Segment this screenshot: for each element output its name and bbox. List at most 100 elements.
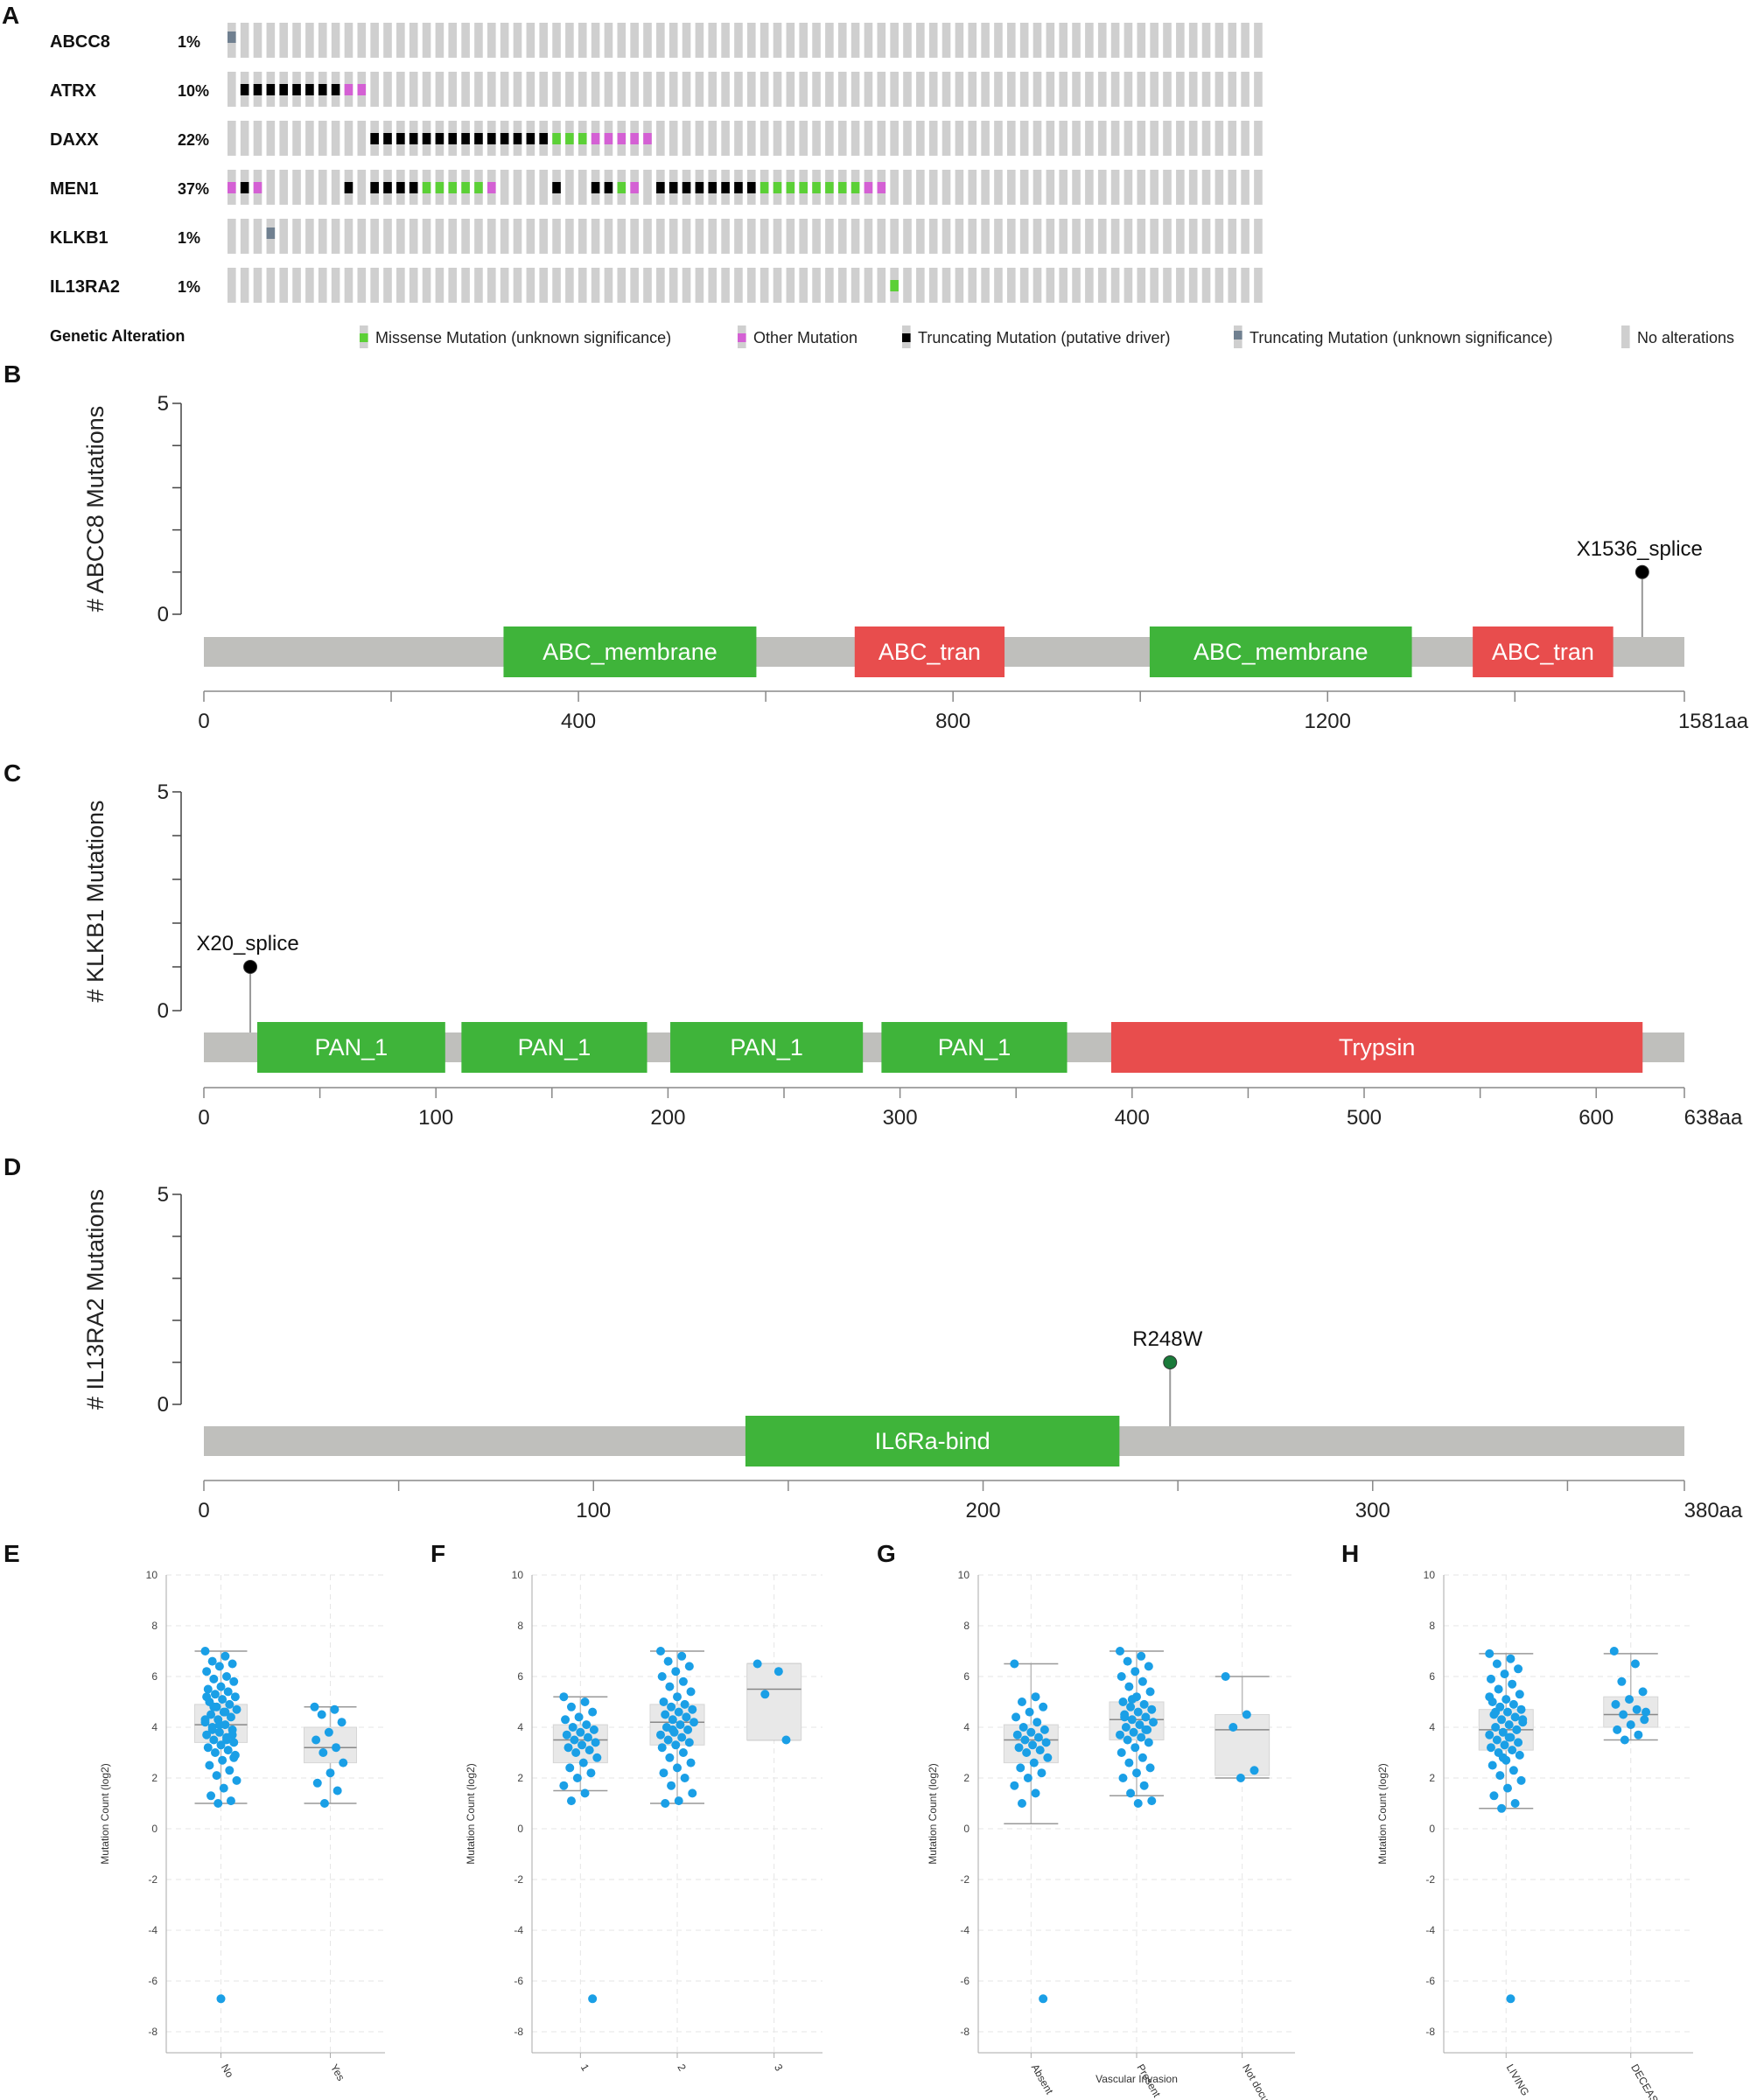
oncoprint-cell [942, 268, 951, 303]
oncoprint-cell [812, 268, 821, 303]
oncoprint-cell [1163, 170, 1172, 205]
oncoprint-cell [318, 219, 327, 254]
alteration-mark-other [487, 182, 496, 193]
oncoprint-cell [552, 268, 561, 303]
oncoprint-cell [331, 23, 340, 58]
alteration-mark-trunc_unknown [266, 228, 276, 239]
oncoprint-cell [1163, 72, 1172, 107]
oncoprint-cell [877, 23, 886, 58]
data-point [339, 1758, 348, 1768]
alteration-mark-missense [760, 182, 769, 193]
data-point [216, 1994, 226, 2004]
alteration-mark-trunc_driver [383, 133, 392, 144]
oncoprint-cell [630, 268, 639, 303]
data-point [318, 1748, 328, 1757]
y-tick-label: -4 [148, 1924, 158, 1936]
data-point [1145, 1687, 1155, 1697]
oncoprint-cell [1188, 23, 1198, 58]
y-tick-label: 6 [151, 1670, 158, 1683]
oncoprint-cell [578, 170, 587, 205]
data-point [688, 1704, 697, 1714]
data-point [230, 1692, 240, 1702]
data-point [312, 1735, 321, 1745]
data-point [210, 1690, 220, 1699]
alteration-mark-other [228, 182, 236, 193]
y-axis-label: # IL13RA2 Mutations [82, 1189, 108, 1410]
data-point [1118, 1698, 1128, 1706]
x-tick-label: 500 [1347, 1106, 1382, 1130]
oncoprint-cell [1046, 23, 1055, 58]
legend-swatch-missense [360, 333, 368, 342]
oncoprint-cell [1072, 23, 1081, 58]
oncoprint-cell [877, 121, 886, 156]
oncoprint-cell [1228, 268, 1237, 303]
oncoprint-cell [682, 72, 691, 107]
alteration-mark-trunc_driver [682, 182, 691, 193]
oncoprint-cell [955, 23, 964, 58]
oncoprint-cell [1019, 23, 1029, 58]
data-point [1508, 1699, 1518, 1709]
oncoprint-cell [253, 219, 262, 254]
oncoprint-cell [539, 268, 548, 303]
oncoprint-cell [552, 72, 561, 107]
oncoprint-cell [1046, 72, 1055, 107]
oncoprint-cell [448, 268, 458, 303]
oncoprint-cell [747, 121, 756, 156]
data-point [1500, 1670, 1509, 1679]
oncoprint-cell [1176, 170, 1185, 205]
oncoprint-cell [474, 72, 483, 107]
oncoprint-cell [695, 121, 704, 156]
data-point [686, 1758, 696, 1768]
data-point [1491, 1723, 1501, 1732]
y-tick-label: 8 [963, 1620, 970, 1632]
data-point [330, 1704, 340, 1714]
domain-trypsin [1110, 1022, 1643, 1073]
data-point [218, 1695, 228, 1704]
gene-pct-il13ra2: 1% [178, 278, 200, 296]
data-point [226, 1796, 235, 1806]
oncoprint-cell [500, 268, 509, 303]
data-point [584, 1746, 594, 1755]
oncoprint-cell [500, 23, 509, 58]
oncoprint-cell [1072, 121, 1081, 156]
legend-label-none: No alterations [1637, 329, 1734, 346]
oncoprint-cell [435, 23, 444, 58]
oncoprint-cell [344, 219, 354, 254]
oncoprint-cell [1046, 219, 1055, 254]
oncoprint-cell [877, 268, 886, 303]
data-point [1010, 1659, 1019, 1669]
oncoprint-cell [396, 219, 405, 254]
x-category-label: Absent [1029, 2062, 1056, 2097]
oncoprint-cell [994, 268, 1003, 303]
data-point [216, 1682, 226, 1691]
data-point [656, 1730, 665, 1740]
data-point [1502, 1695, 1511, 1704]
oncoprint-cell [305, 268, 314, 303]
data-point [228, 1659, 237, 1669]
data-point [1250, 1766, 1259, 1775]
oncoprint-cell [877, 72, 886, 107]
data-point [659, 1768, 668, 1778]
alteration-mark-trunc_driver [591, 182, 600, 193]
oncoprint-cell [383, 219, 392, 254]
oncoprint-cell [903, 170, 912, 205]
oncoprint-cell [383, 268, 392, 303]
oncoprint-cell [1163, 121, 1172, 156]
oncoprint-cell [617, 72, 626, 107]
gene-label-klkb1: KLKB1 [50, 228, 108, 248]
data-point [1127, 1715, 1137, 1725]
oncoprint-cell [890, 72, 899, 107]
oncoprint-cell [695, 72, 704, 107]
data-point [1515, 1750, 1524, 1760]
oncoprint-cell [461, 219, 470, 254]
data-point [1041, 1738, 1051, 1747]
oncoprint-cell [279, 23, 288, 58]
data-point [676, 1720, 685, 1730]
oncoprint-cell [630, 23, 639, 58]
data-point [229, 1676, 239, 1686]
oncoprint-cell [1241, 170, 1250, 205]
data-point [673, 1763, 682, 1773]
oncoprint-cell [864, 23, 873, 58]
data-point [1492, 1659, 1502, 1669]
alteration-mark-missense [773, 182, 782, 193]
